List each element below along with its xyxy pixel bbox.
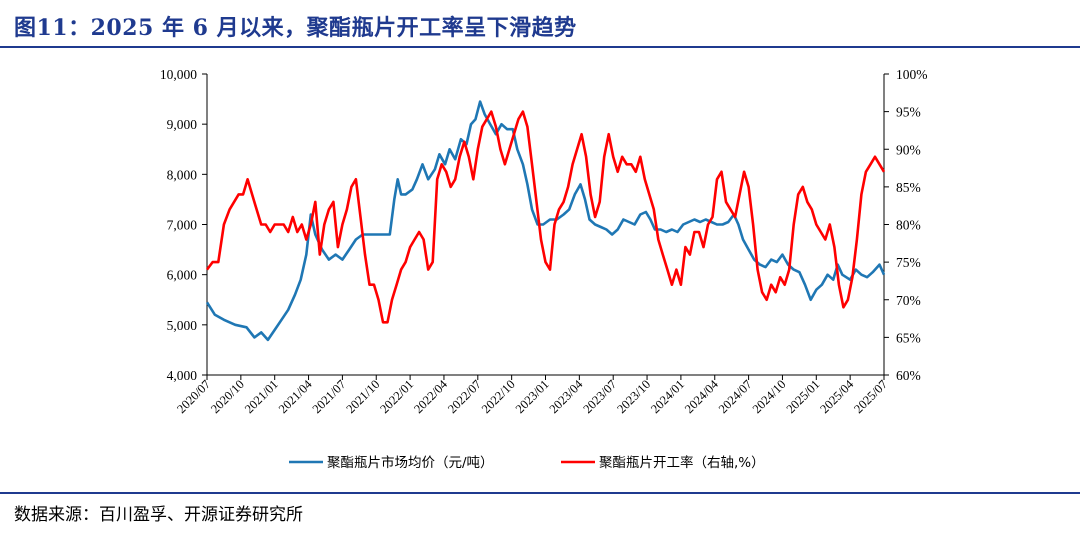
x-tick-label: 2024/01 — [648, 377, 687, 416]
left-tick-label: 6,000 — [167, 268, 198, 283]
left-tick-label: 5,000 — [167, 318, 198, 333]
x-tick-label: 2021/04 — [276, 377, 315, 416]
series-line-price — [205, 100, 886, 342]
right-tick-label: 75% — [896, 255, 921, 270]
x-tick-label: 2022/07 — [445, 377, 484, 416]
right-tick-label: 70% — [896, 293, 921, 308]
x-tick-label: 2021/01 — [242, 377, 281, 416]
legend: 聚酯瓶片市场均价（元/吨） 聚酯瓶片开工率（右轴,%） — [289, 454, 765, 471]
x-tick-label: 2023/04 — [547, 377, 586, 416]
x-tick-label: 2020/10 — [208, 377, 247, 416]
right-tick-label: 100% — [896, 67, 928, 82]
x-tick-label: 2024/10 — [750, 377, 789, 416]
right-tick-label: 80% — [896, 218, 921, 233]
x-tick-label: 2022/10 — [479, 377, 518, 416]
right-tick-label: 95% — [896, 105, 921, 120]
left-tick-label: 8,000 — [167, 167, 198, 182]
x-tick-label: 2023/01 — [513, 377, 552, 416]
left-tick-label: 7,000 — [167, 218, 198, 233]
left-tick-label: 9,000 — [167, 117, 198, 132]
title-rule — [0, 46, 1080, 48]
series-lines — [205, 100, 886, 342]
x-tick-label: 2023/07 — [580, 377, 619, 416]
right-tick-label: 90% — [896, 142, 921, 157]
left-tick-label: 10,000 — [160, 67, 197, 82]
right-tick-label: 60% — [896, 368, 921, 383]
x-tick-label: 2025/04 — [817, 377, 856, 416]
right-tick-label: 85% — [896, 180, 921, 195]
x-tick-label: 2024/07 — [716, 377, 755, 416]
series-line-utilization — [205, 110, 886, 324]
x-tick-label: 2021/10 — [343, 377, 382, 416]
x-tick-label: 2020/07 — [174, 377, 213, 416]
x-tick-label: 2025/07 — [851, 377, 890, 416]
x-tick-label: 2021/07 — [310, 377, 349, 416]
source-note: 数据来源：百川盈孚、开源证券研究所 — [14, 505, 303, 525]
legend-label: 聚酯瓶片开工率（右轴,%） — [599, 454, 765, 471]
x-tick-label: 2025/01 — [784, 377, 823, 416]
x-tick-label: 2024/04 — [682, 377, 721, 416]
x-tick-label: 2023/10 — [614, 377, 653, 416]
left-tick-label: 4,000 — [167, 368, 198, 383]
legend-label: 聚酯瓶片市场均价（元/吨） — [327, 454, 494, 471]
right-tick-label: 65% — [896, 330, 921, 345]
x-tick-label: 2022/04 — [411, 377, 450, 416]
figure-title: 图11：2025 年 6 月以来，聚酯瓶片开工率呈下滑趋势 — [14, 15, 577, 41]
x-tick-label: 2022/01 — [377, 377, 416, 416]
source-rule — [0, 492, 1080, 494]
axes: 4,000 5,000 6,000 7,000 8,000 9,000 10,000 60% 6… — [160, 67, 928, 416]
